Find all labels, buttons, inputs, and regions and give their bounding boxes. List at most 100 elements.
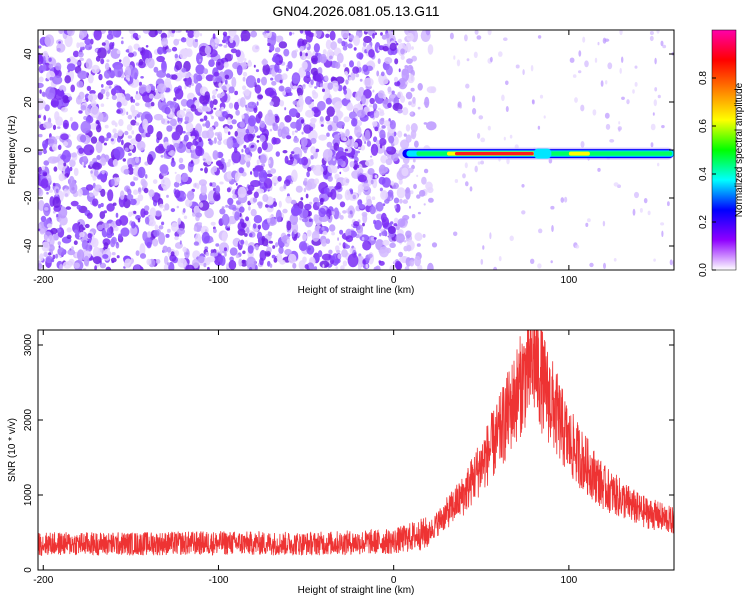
heatmap-cell — [104, 124, 109, 129]
heatmap-cell — [167, 228, 171, 233]
heatmap-cell — [585, 222, 589, 227]
heatmap-cell — [96, 155, 101, 160]
heatmap-cell — [405, 81, 409, 85]
heatmap-cell — [140, 76, 144, 79]
heatmap-cell — [266, 173, 273, 178]
heatmap-cell — [62, 95, 69, 104]
heatmap-cell — [618, 121, 621, 125]
heatmap-cell — [286, 135, 292, 140]
heatmap-cell — [305, 71, 311, 77]
heatmap-cell — [407, 64, 414, 74]
heatmap-cell — [310, 118, 316, 125]
heatmap-cell — [211, 182, 217, 188]
heatmap-cell — [187, 92, 195, 101]
heatmap-cell — [284, 115, 292, 123]
heatmap-cell — [244, 58, 247, 62]
heatmap-cell — [310, 155, 315, 160]
heatmap-cell — [343, 116, 350, 123]
heatmap-cell — [259, 154, 267, 165]
heatmap-cell — [137, 112, 143, 115]
heatmap-cell — [303, 187, 307, 193]
heatmap-cell — [589, 262, 594, 268]
heatmap-cell — [251, 102, 254, 106]
heatmap-cell — [647, 210, 651, 216]
snr-y-axis: 0 1000 2000 3000 — [23, 333, 674, 573]
heatmap-cell — [464, 162, 468, 169]
heatmap-cell — [111, 30, 117, 36]
heatmap-cell — [72, 223, 81, 233]
heatmap-cell — [91, 106, 99, 115]
heatmap-cell — [148, 189, 155, 198]
heatmap-cell — [216, 93, 223, 99]
x-tick-label: 100 — [561, 275, 578, 286]
heatmap-cell — [131, 221, 136, 229]
heatmap-cell — [257, 94, 264, 100]
heatmap-cell — [401, 68, 410, 82]
heatmap-cell — [144, 216, 150, 225]
heatmap-cell — [103, 70, 111, 79]
heatmap-cell — [173, 181, 180, 188]
heatmap-cell — [334, 185, 339, 190]
heatmap-cell — [174, 236, 179, 241]
heatmap-cell — [289, 153, 293, 160]
heatmap-cell — [267, 260, 271, 267]
heatmap-cell — [77, 249, 85, 262]
heatmap-cell — [127, 152, 132, 156]
heatmap-cell — [174, 53, 178, 59]
heatmap-cell — [472, 95, 476, 103]
heatmap-cell — [194, 38, 198, 43]
heatmap-cell — [78, 147, 84, 154]
heatmap-cell — [654, 87, 658, 92]
heatmap-cell — [87, 233, 92, 239]
heatmap-cell — [116, 255, 120, 259]
heatmap-cell — [366, 140, 372, 147]
heatmap-cell — [55, 116, 63, 126]
heatmap-cell — [182, 130, 186, 134]
heatmap-cell — [414, 255, 421, 267]
heatmap-cell — [521, 210, 526, 215]
heatmap-cell — [236, 131, 246, 145]
heatmap-cell — [226, 170, 233, 180]
heatmap-cell — [53, 166, 58, 172]
heatmap-cell — [44, 234, 48, 241]
heatmap-cell — [241, 114, 245, 119]
heatmap-cell — [339, 171, 342, 175]
heatmap-cell — [86, 85, 92, 91]
heatmap-cell — [199, 202, 204, 208]
heatmap-cell — [422, 233, 426, 238]
heatmap-cell — [410, 87, 415, 92]
heatmap-cell — [314, 86, 318, 89]
heatmap-cell — [592, 109, 597, 116]
heatmap-cell — [47, 238, 50, 243]
heatmap-cell — [48, 252, 52, 256]
heatmap-cell — [360, 186, 365, 190]
heatmap-cell — [332, 82, 339, 92]
heatmap-cell — [56, 47, 61, 52]
heatmap-cell — [307, 166, 312, 172]
heatmap-cell — [224, 252, 227, 257]
heatmap-cell — [215, 243, 220, 247]
heatmap-cell — [209, 182, 213, 187]
heatmap-cell — [667, 201, 670, 207]
heatmap-cell — [413, 183, 417, 190]
heatmap-cell — [171, 131, 181, 141]
heatmap-cell — [330, 41, 338, 51]
heatmap-cell — [509, 235, 514, 242]
heatmap-cell — [298, 95, 304, 101]
heatmap-cell — [144, 174, 148, 179]
heatmap-cell — [222, 111, 228, 118]
heatmap-cell — [205, 74, 215, 82]
heatmap-cell — [380, 71, 385, 77]
heatmap-cell — [203, 68, 209, 75]
heatmap-cell — [90, 170, 93, 174]
heatmap-cell — [106, 33, 114, 40]
heatmap-cell — [339, 201, 346, 208]
heatmap-cell — [403, 240, 407, 243]
heatmap-cell — [487, 30, 492, 36]
heatmap-cell — [363, 35, 372, 44]
heatmap-cell — [428, 197, 434, 203]
heatmap-cell — [126, 194, 134, 200]
heatmap-cell — [360, 144, 366, 151]
heatmap-cell — [116, 109, 121, 114]
heatmap-cell — [139, 243, 146, 256]
